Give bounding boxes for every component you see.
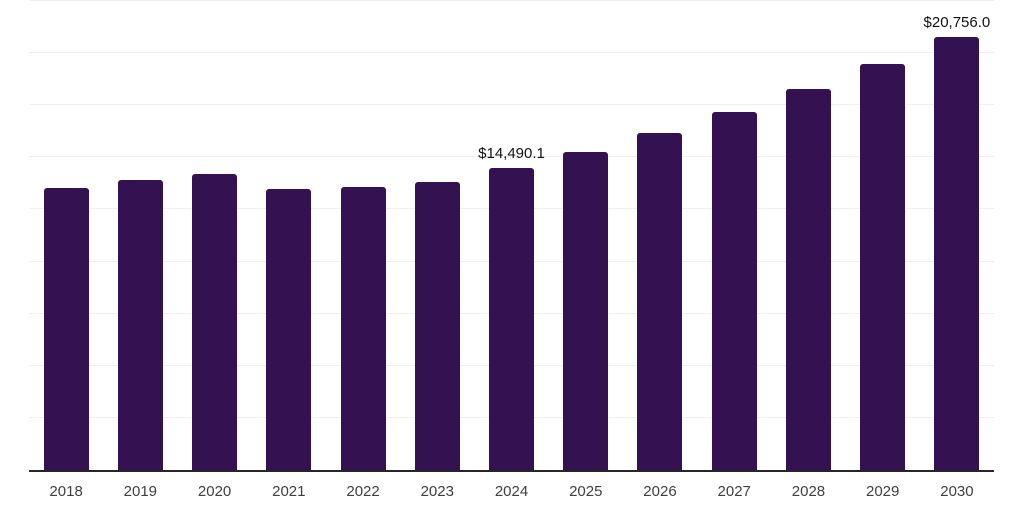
bar-2030 xyxy=(934,37,980,470)
x-tick-label-2021: 2021 xyxy=(272,483,306,500)
bar-2027 xyxy=(711,111,757,470)
bar-2028 xyxy=(785,88,831,470)
x-tick-label-2029: 2029 xyxy=(866,483,900,500)
bar-2029 xyxy=(860,63,906,470)
x-tick-label-2018: 2018 xyxy=(49,483,83,500)
x-tick-label-2020: 2020 xyxy=(197,483,232,500)
x-tick-label-2030: 2030 xyxy=(940,483,974,500)
x-tick-label-2024: 2024 xyxy=(494,483,529,500)
bar-2022 xyxy=(340,186,386,470)
gridline-22500 xyxy=(29,0,994,1)
plot-area: $14,490.1 $20,756.0 xyxy=(29,0,994,472)
gridline-20000 xyxy=(29,52,994,54)
x-tick-label-2023: 2023 xyxy=(420,483,454,500)
x-tick-label-2019: 2019 xyxy=(123,483,158,500)
x-axis-tick-labels: 2018 2019 2020 2021 2022 2023 2024 2025 2026 2027… xyxy=(29,483,994,500)
bar-2021 xyxy=(266,189,312,470)
x-tick-label-2025: 2025 xyxy=(569,483,603,500)
bar-2024 xyxy=(489,167,534,470)
bar-2019 xyxy=(117,180,163,470)
gridline-15000 xyxy=(29,156,994,158)
bar-2025 xyxy=(563,151,609,470)
x-tick-label-2022: 2022 xyxy=(346,483,380,500)
data-label-2030: $20,756.0 xyxy=(923,14,991,32)
bar-2023 xyxy=(414,181,460,470)
x-tick-label-2027: 2027 xyxy=(717,483,751,500)
x-tick-label-2026: 2026 xyxy=(643,483,677,500)
bar-2018 xyxy=(43,187,89,470)
bar-2020 xyxy=(192,174,238,470)
x-tick-label-2028: 2028 xyxy=(791,483,826,500)
gridline-17500 xyxy=(29,104,994,106)
bar-2026 xyxy=(637,132,683,470)
data-label-2024: $14,490.1 xyxy=(478,144,545,162)
